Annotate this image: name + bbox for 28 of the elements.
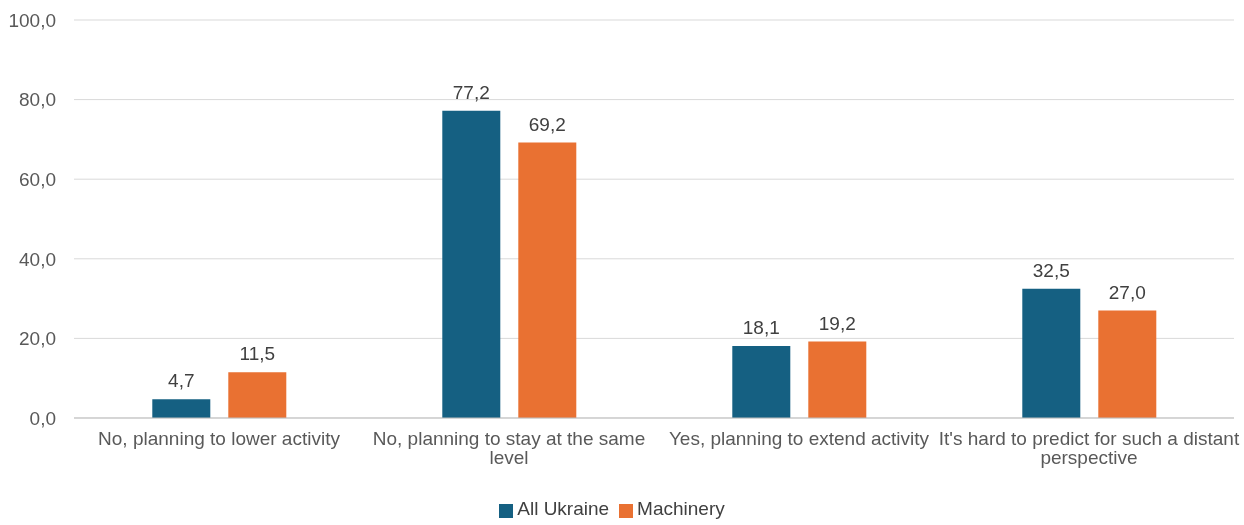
- data-label: 77,2: [452, 81, 490, 103]
- legend-label: Machinery: [637, 498, 725, 519]
- y-tick-label: 80,0: [19, 89, 56, 111]
- bar: [518, 142, 577, 418]
- bar: [1098, 310, 1157, 418]
- y-tick-label: 40,0: [19, 248, 56, 270]
- data-label: 18,1: [742, 316, 780, 338]
- data-label: 11,5: [239, 343, 276, 365]
- data-label: 19,2: [818, 312, 856, 334]
- bar: [152, 399, 211, 418]
- data-label: 4,7: [168, 370, 195, 392]
- legend-label: All Ukraine: [517, 498, 610, 519]
- bar: [442, 110, 501, 418]
- x-tick-label: Yes, planning to extend activity: [668, 428, 930, 450]
- x-tick-label: No, planning to stay at the same level: [372, 428, 646, 469]
- bar: [808, 341, 867, 418]
- y-tick-label: 60,0: [19, 168, 56, 190]
- y-tick-label: 20,0: [19, 328, 56, 350]
- y-tick-label: 100,0: [8, 9, 56, 31]
- bar: [732, 345, 791, 418]
- data-label: 27,0: [1108, 281, 1146, 303]
- data-label: 32,5: [1032, 259, 1070, 281]
- bar: [228, 372, 287, 418]
- x-tick-label: No, planning to lower activity: [98, 428, 341, 450]
- x-tick-label: It's hard to predict for such a distant perspective: [938, 428, 1240, 469]
- bar: [1022, 288, 1081, 418]
- data-label: 69,2: [528, 113, 566, 135]
- y-tick-label: 0,0: [29, 407, 56, 429]
